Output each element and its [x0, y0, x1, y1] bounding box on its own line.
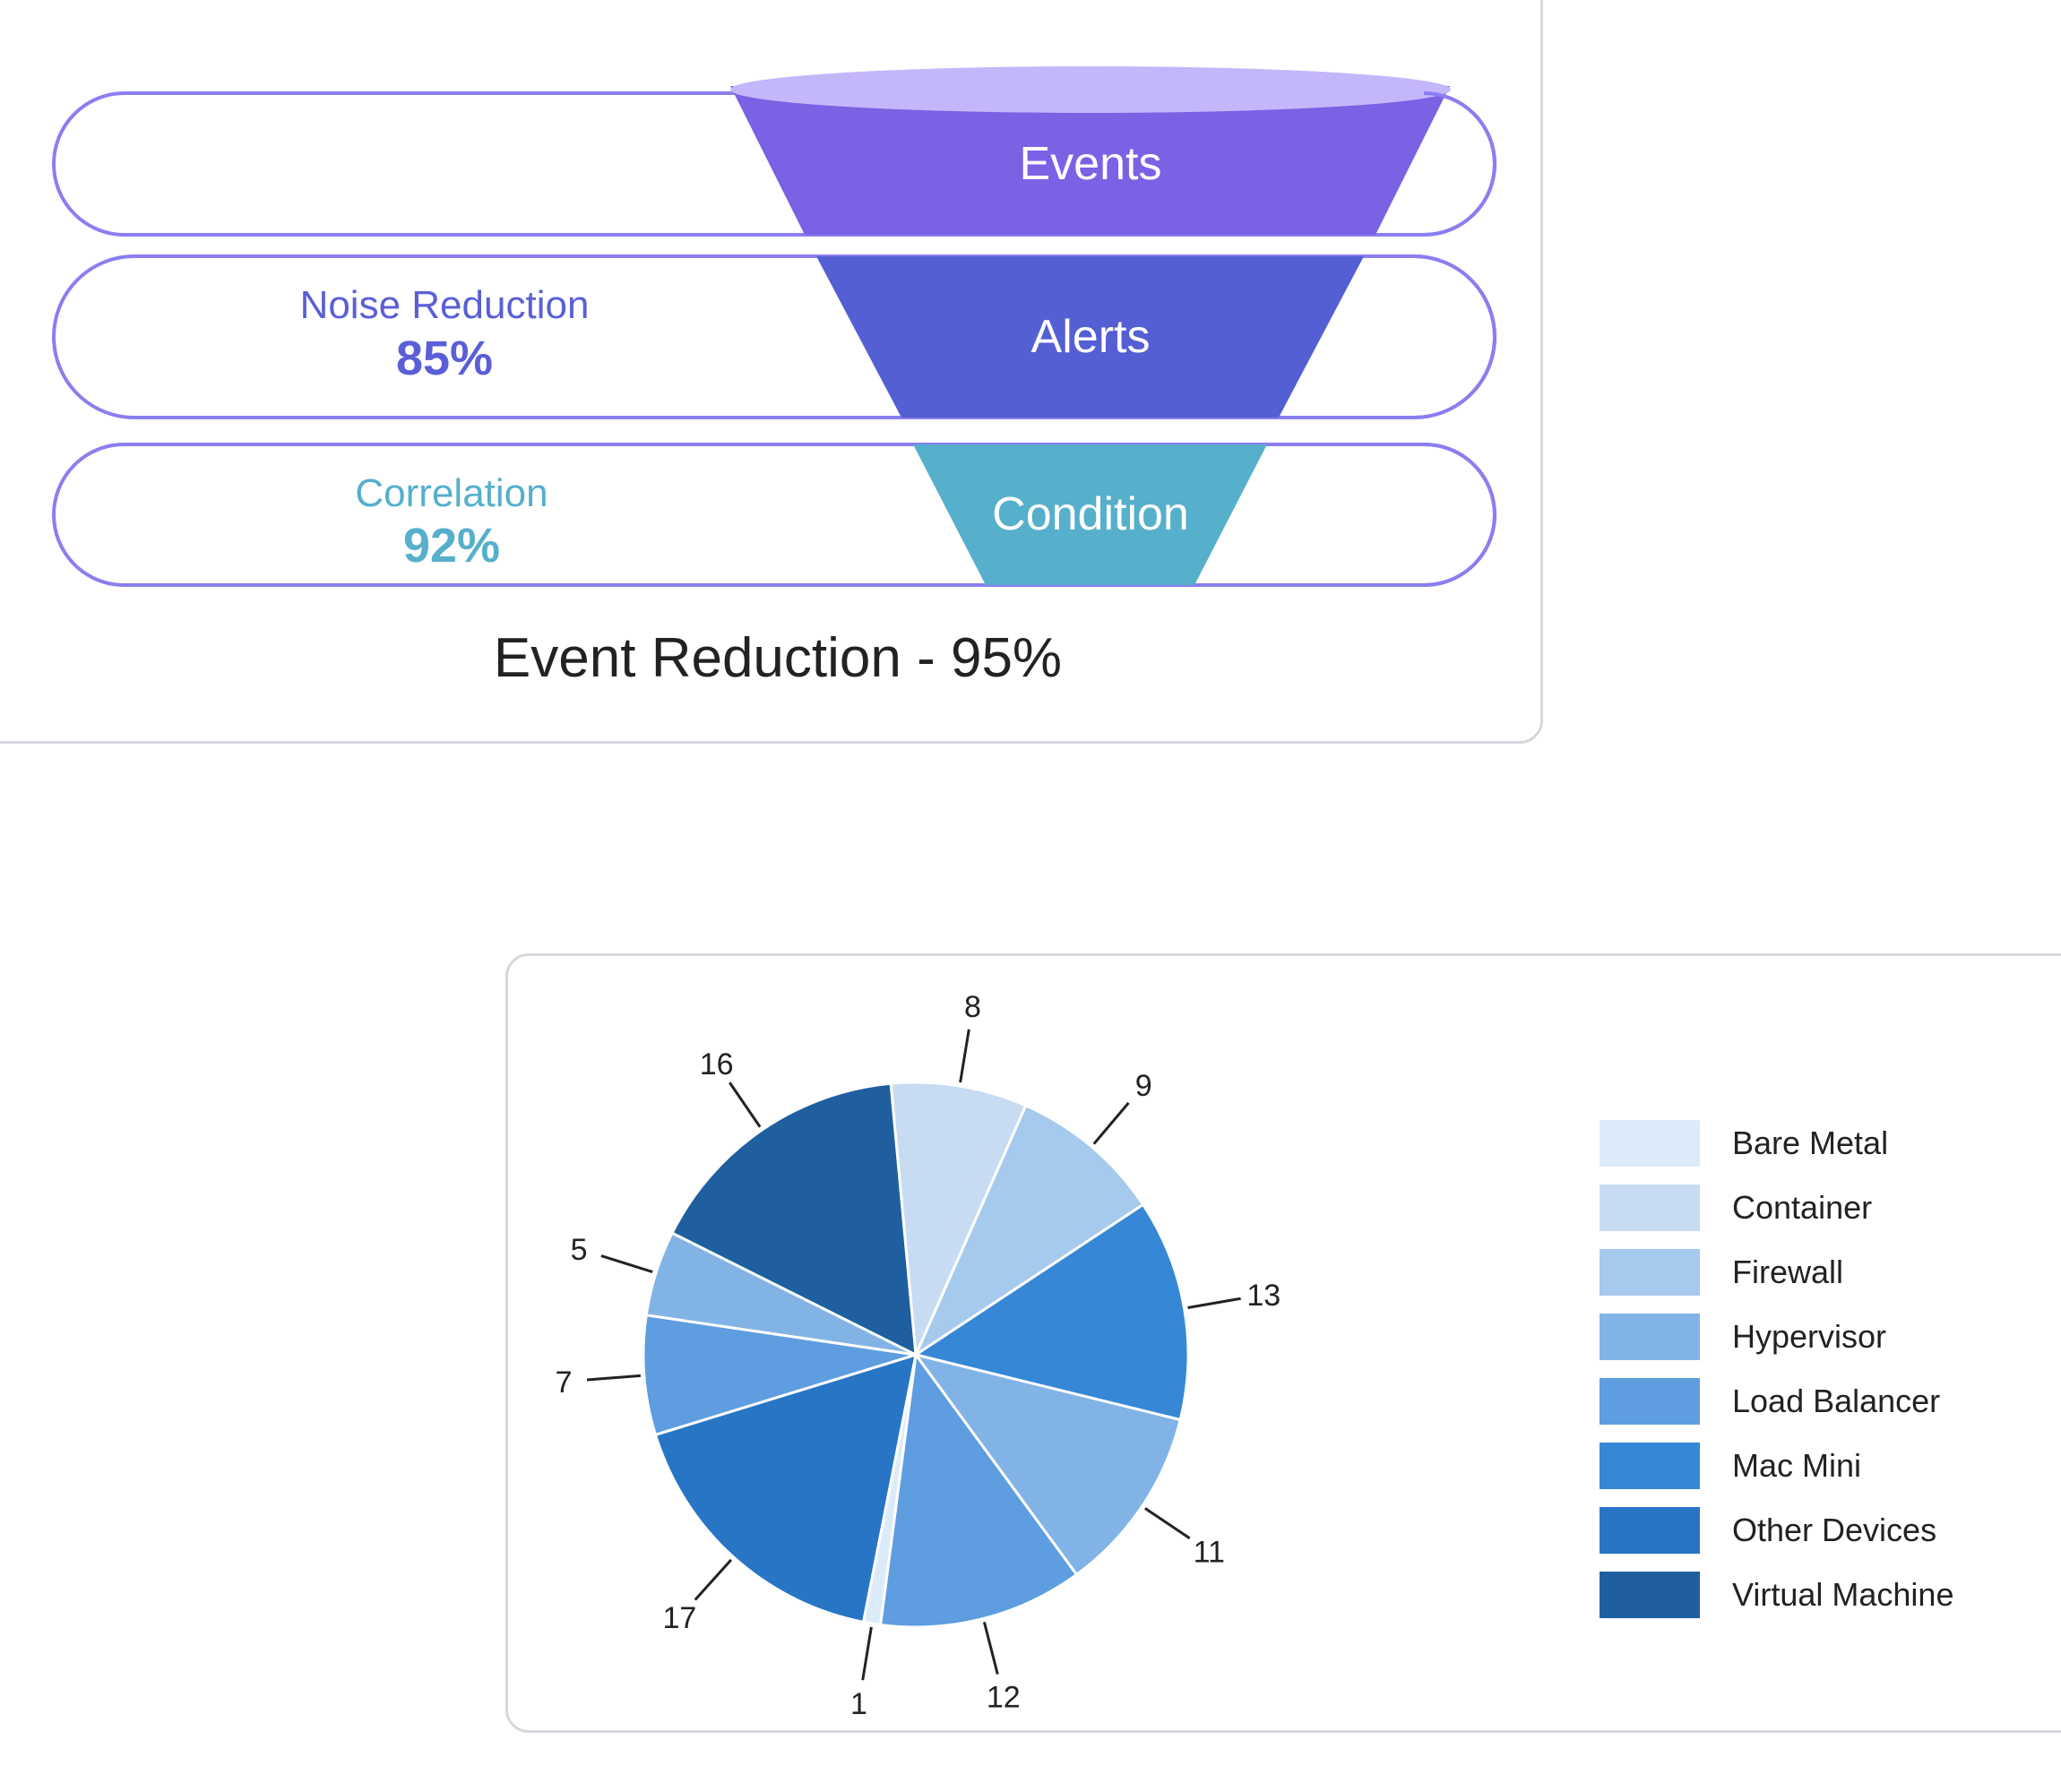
legend-label-other-devices: Other Devices [1732, 1512, 1936, 1548]
pie-data-label-1: 8 [964, 990, 981, 1024]
pie-slices [642, 1081, 1190, 1629]
legend-label-hypervisor: Hypervisor [1732, 1318, 1886, 1355]
pie-data-label-2: 9 [1135, 1069, 1152, 1103]
pie-leader-line-7 [694, 1558, 733, 1601]
pie-data-label-10: 16 [700, 1047, 734, 1081]
funnel-stage-label-alerts: Alerts [1031, 311, 1151, 363]
funnel-stage-events [730, 86, 1450, 235]
legend-swatch-other-devices [1600, 1507, 1700, 1554]
metric-label-correlation: Correlation [355, 471, 548, 515]
legend-label-load-balancer: Load Balancer [1732, 1383, 1940, 1419]
legend-swatch-mac-mini [1600, 1443, 1700, 1489]
funnel-band-edge-2 [1413, 254, 1496, 419]
pie-data-label-3: 13 [1246, 1279, 1281, 1313]
metric-label-noise-reduction: Noise Reduction [300, 283, 590, 327]
funnel-top-rim [730, 66, 1451, 113]
funnel-stage-alerts [816, 256, 1364, 418]
funnel-band-edge-1 [1423, 91, 1496, 237]
pie-leader-line-3 [1187, 1297, 1241, 1309]
pie-leader-line-6 [861, 1626, 873, 1681]
pie-leader-line-4 [1144, 1507, 1191, 1540]
funnel-title: Event Reduction - 95% [494, 627, 1062, 689]
legend-swatch-bare-metal [1600, 1120, 1700, 1167]
legend-label-container: Container [1732, 1189, 1872, 1226]
pie-leader-line-8 [586, 1374, 642, 1382]
legend-label-virtual-machine: Virtual Machine [1732, 1576, 1953, 1613]
legend-label-mac-mini: Mac Mini [1732, 1447, 1861, 1484]
funnel-stage-label-events: Events [1020, 138, 1162, 190]
pie-slice-virtual-machine-10 [670, 1081, 918, 1357]
pie-leader-line-2 [1092, 1101, 1130, 1145]
pie-labels: 8 9 13 11 12 1 17 7 5 16 [556, 990, 1281, 1721]
metric-value-correlation: 92% [403, 519, 500, 573]
legend-label-firewall: Firewall [1732, 1254, 1843, 1290]
pie-data-label-6: 1 [850, 1687, 867, 1721]
pie-slice-firewall-2 [912, 1103, 1145, 1359]
legend-swatch-virtual-machine [1600, 1572, 1700, 1618]
pie-data-label-9: 5 [571, 1233, 588, 1267]
legend-label-bare-metal: Bare Metal [1732, 1124, 1888, 1161]
funnel-stage-label-condition: Condition [992, 488, 1189, 540]
pie-data-label-4: 11 [1194, 1535, 1225, 1569]
legend-swatch-firewall [1600, 1249, 1700, 1296]
pie-leader-line-5 [982, 1622, 999, 1675]
legend-swatch-load-balancer [1600, 1378, 1700, 1425]
pie-slice-other-devices-7 [653, 1352, 918, 1624]
pie-slice-load-balancer-5 [878, 1351, 1079, 1629]
legend-swatch-container [1600, 1185, 1700, 1231]
pie-leader-line-9 [600, 1254, 653, 1274]
pie-legend: Bare Metal Container Firewall Hypervisor Loa… [1600, 1120, 1953, 1618]
pie-data-label-5: 12 [987, 1681, 1021, 1715]
pie-data-label-8: 7 [556, 1366, 573, 1400]
pie-slice-container-1 [889, 1081, 1028, 1360]
pie-slice-hypervisor-4 [912, 1352, 1183, 1577]
pie-leader-line-1 [959, 1029, 970, 1083]
metric-value-noise-reduction: 85% [396, 332, 493, 385]
pie-leader-line-10 [729, 1081, 762, 1128]
pie-data-label-7: 17 [662, 1601, 696, 1635]
pie-slice-mac-mini-3 [912, 1202, 1190, 1422]
funnel-band-edge-3 [1424, 443, 1496, 587]
legend-swatch-hypervisor [1600, 1314, 1700, 1360]
funnel-chart: Events Alerts Condition Noise Reduction 85% C… [52, 66, 1496, 689]
funnel-stage-condition [913, 444, 1267, 585]
